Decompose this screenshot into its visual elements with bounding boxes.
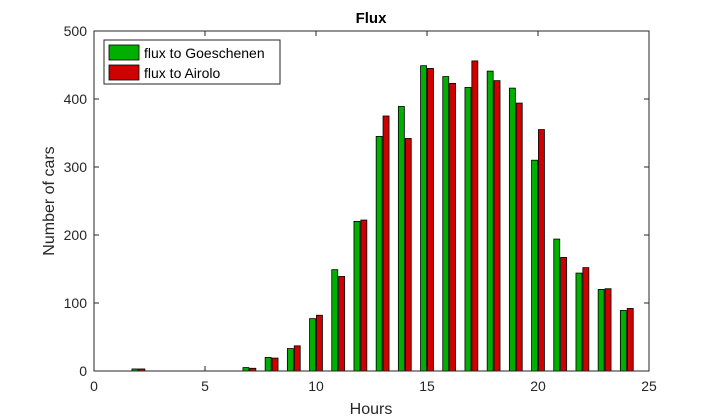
x-tick-label: 10 — [308, 378, 324, 394]
bar-goeschenen-16 — [442, 76, 450, 372]
legend-swatch-airolo — [108, 64, 140, 81]
bar-airolo-20 — [538, 129, 545, 372]
plot-frame — [93, 30, 650, 372]
bar-goeschenen-15 — [420, 65, 427, 372]
bar-goeschenen-24 — [619, 310, 627, 372]
bar-airolo-8 — [271, 357, 279, 372]
bar-airolo-13 — [382, 115, 390, 372]
bar-airolo-23 — [604, 288, 612, 372]
bar-goeschenen-18 — [486, 70, 494, 372]
bar-airolo-11 — [338, 276, 346, 372]
chart-title: Flux — [356, 10, 387, 27]
bar-airolo-21 — [560, 257, 568, 372]
x-tick-label: 20 — [530, 378, 546, 394]
axes-group: 0 5 10 15 20 25 0 100 200 300 400 500 — [64, 23, 657, 394]
x-tick-label: 5 — [201, 378, 209, 394]
bar-goeschenen-7 — [242, 367, 250, 372]
x-axis-label: Hours — [350, 401, 393, 418]
y-tick-label: 500 — [64, 23, 88, 39]
bar-airolo-24 — [626, 308, 634, 372]
legend-swatch-goeschenen — [108, 44, 140, 61]
legend-label-airolo: flux to Airolo — [144, 65, 220, 81]
x-tick-label: 0 — [90, 378, 98, 394]
bar-airolo-10 — [316, 314, 323, 372]
y-tick-label: 200 — [64, 227, 88, 243]
bar-airolo-19 — [515, 102, 523, 372]
bar-airolo-17 — [471, 60, 479, 372]
bar-goeschenen-9 — [286, 348, 294, 372]
bar-airolo-22 — [582, 267, 590, 372]
bar-airolo-14 — [404, 138, 412, 372]
bar-goeschenen-19 — [508, 87, 516, 372]
bar-goeschenen-11 — [331, 269, 339, 372]
bar-goeschenen-13 — [375, 135, 383, 372]
bar-goeschenen-17 — [464, 87, 472, 372]
y-tick-label: 0 — [79, 363, 87, 379]
legend-label-goeschenen: flux to Goeschenen — [144, 45, 265, 61]
y-tick-label: 100 — [64, 295, 88, 311]
bar-airolo-9 — [293, 345, 301, 372]
y-tick-label: 400 — [64, 91, 88, 107]
x-tick-label: 25 — [641, 378, 657, 394]
bar-airolo-18 — [493, 80, 501, 372]
y-tick-label: 300 — [64, 159, 88, 175]
bar-goeschenen-14 — [397, 106, 405, 372]
bar-airolo-15 — [427, 68, 434, 372]
bar-goeschenen-12 — [353, 220, 361, 372]
bar-goeschenen-8 — [264, 356, 272, 372]
bar-goeschenen-23 — [597, 288, 605, 372]
bar-goeschenen-20 — [531, 159, 538, 372]
legend: flux to Goeschenen flux to Airolo — [103, 39, 281, 85]
bar-airolo-12 — [360, 219, 368, 372]
bar-goeschenen-10 — [309, 318, 316, 372]
bar-goeschenen-22 — [575, 272, 583, 372]
y-axis-label: Number of cars — [41, 146, 58, 255]
x-tick-label: 15 — [419, 378, 435, 394]
bar-goeschenen-21 — [553, 238, 561, 372]
bar-airolo-16 — [449, 82, 457, 372]
